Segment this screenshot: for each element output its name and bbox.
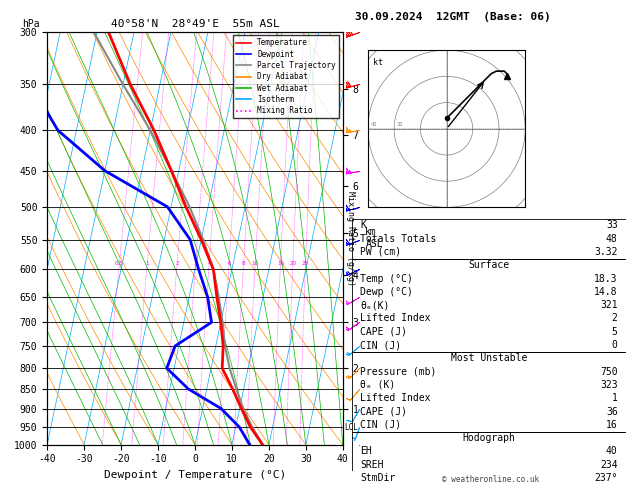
Text: Surface: Surface <box>469 260 509 270</box>
Text: CIN (J): CIN (J) <box>360 340 401 350</box>
Text: Dewp (°C): Dewp (°C) <box>360 287 413 297</box>
Title: 40°58'N  28°49'E  55m ASL: 40°58'N 28°49'E 55m ASL <box>111 19 279 30</box>
Text: 40: 40 <box>606 447 618 456</box>
Text: LCL: LCL <box>345 423 359 432</box>
Text: 5: 5 <box>612 327 618 337</box>
Text: Totals Totals: Totals Totals <box>360 234 437 243</box>
X-axis label: Dewpoint / Temperature (°C): Dewpoint / Temperature (°C) <box>104 470 286 480</box>
Text: 32: 32 <box>397 122 403 127</box>
Text: 237°: 237° <box>594 473 618 483</box>
Text: kt: kt <box>373 58 383 67</box>
Text: 14.8: 14.8 <box>594 287 618 297</box>
Text: 3.32: 3.32 <box>594 247 618 257</box>
Text: CAPE (J): CAPE (J) <box>360 407 408 417</box>
Text: Most Unstable: Most Unstable <box>451 353 527 364</box>
Text: 3: 3 <box>194 261 198 266</box>
Text: Lifted Index: Lifted Index <box>360 393 431 403</box>
Text: 6: 6 <box>227 261 231 266</box>
Text: θₑ(K): θₑ(K) <box>360 300 390 310</box>
Text: StmDir: StmDir <box>360 473 396 483</box>
Text: 18.3: 18.3 <box>594 274 618 283</box>
Text: 2: 2 <box>175 261 179 266</box>
Text: Hodograph: Hodograph <box>462 433 516 443</box>
Text: 8: 8 <box>242 261 245 266</box>
Text: © weatheronline.co.uk: © weatheronline.co.uk <box>442 474 539 484</box>
Text: 36: 36 <box>606 407 618 417</box>
Text: θₑ (K): θₑ (K) <box>360 380 396 390</box>
Text: 750: 750 <box>600 366 618 377</box>
Text: hPa: hPa <box>22 19 40 29</box>
Text: 0: 0 <box>612 340 618 350</box>
Text: 30.09.2024  12GMT  (Base: 06): 30.09.2024 12GMT (Base: 06) <box>355 12 551 22</box>
Text: 323: 323 <box>600 380 618 390</box>
Text: 1: 1 <box>145 261 149 266</box>
Text: 42: 42 <box>370 122 377 127</box>
Y-axis label: km
ASL: km ASL <box>365 227 383 249</box>
Text: 2: 2 <box>612 313 618 324</box>
Text: 20: 20 <box>289 261 296 266</box>
Text: 234: 234 <box>600 460 618 470</box>
Text: 4: 4 <box>208 261 211 266</box>
Text: 25: 25 <box>302 261 309 266</box>
Text: Lifted Index: Lifted Index <box>360 313 431 324</box>
Text: 1: 1 <box>612 393 618 403</box>
Text: Pressure (mb): Pressure (mb) <box>360 366 437 377</box>
Text: 321: 321 <box>600 300 618 310</box>
Text: EH: EH <box>360 447 372 456</box>
Text: PW (cm): PW (cm) <box>360 247 401 257</box>
Text: 10: 10 <box>252 261 259 266</box>
Text: SREH: SREH <box>360 460 384 470</box>
Text: Temp (°C): Temp (°C) <box>360 274 413 283</box>
Text: CAPE (J): CAPE (J) <box>360 327 408 337</box>
Text: CIN (J): CIN (J) <box>360 420 401 430</box>
Text: 0.5: 0.5 <box>115 261 124 266</box>
Legend: Temperature, Dewpoint, Parcel Trajectory, Dry Adiabat, Wet Adiabat, Isotherm, Mi: Temperature, Dewpoint, Parcel Trajectory… <box>233 35 339 118</box>
Text: Mixing Ratio (g/kg): Mixing Ratio (g/kg) <box>346 191 355 286</box>
Text: 16: 16 <box>277 261 284 266</box>
Text: 48: 48 <box>606 234 618 243</box>
Text: 33: 33 <box>606 220 618 230</box>
Text: 16: 16 <box>606 420 618 430</box>
Text: K: K <box>360 220 366 230</box>
